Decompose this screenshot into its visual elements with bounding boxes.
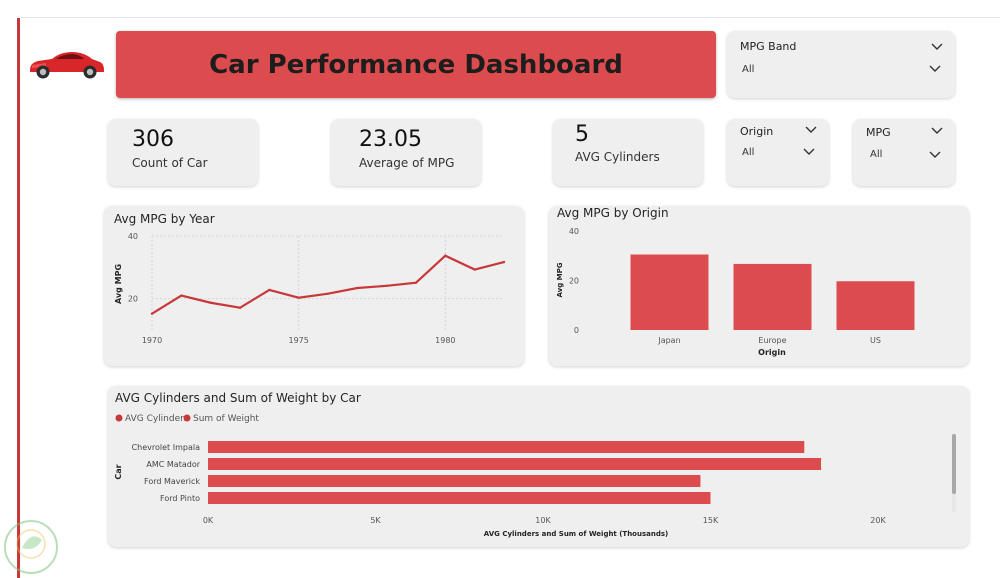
legend-item-avg-cylinders[interactable]: AVG Cylinders xyxy=(125,414,189,424)
chart-title: Avg MPG by Origin xyxy=(557,206,669,220)
kpi-card-count: 306 Count of Car xyxy=(108,119,258,186)
mpg-slicer[interactable]: MPG All xyxy=(853,119,955,186)
bar-ford-maverick[interactable] xyxy=(208,475,701,487)
legend-item-sum-of-weight[interactable]: Sum of Weight xyxy=(193,414,259,424)
vertical-scrollbar-thumb[interactable] xyxy=(952,434,956,494)
line-point xyxy=(473,268,476,271)
line-chart-svg: 20 40 1970 1975 1980 Avg MPG xyxy=(114,232,506,345)
dashboard-title-banner: Car Performance Dashboard xyxy=(116,31,716,98)
x-tick-label: 10K xyxy=(535,516,551,525)
mpg-band-slicer[interactable]: MPG Band All xyxy=(727,31,955,98)
bar-ford-pinto[interactable] xyxy=(208,492,711,504)
x-tick-label: 1970 xyxy=(142,336,162,345)
chevron-down-icon[interactable] xyxy=(928,63,942,73)
kpi-label: Average of MPG xyxy=(359,156,455,170)
cylinders-weight-by-car-chart: AVG Cylinders and Sum of Weight by Car A… xyxy=(108,386,969,547)
y-axis-label: Avg MPG xyxy=(556,262,564,297)
kpi-label: AVG Cylinders xyxy=(575,150,660,164)
chart-legend[interactable]: AVG Cylinders Sum of Weight xyxy=(115,414,260,424)
x-axis-label: AVG Cylinders and Sum of Weight (Thousan… xyxy=(484,530,668,538)
category-label: AMC Matador xyxy=(146,460,200,469)
y-tick-label: 40 xyxy=(128,232,138,241)
mpg-dropdown-value[interactable]: All xyxy=(870,149,883,160)
kpi-value: 5 xyxy=(575,122,589,147)
mpg-band-slicer-title: MPG Band xyxy=(740,40,797,53)
kpi-value: 23.05 xyxy=(359,127,422,152)
mpg-line-series xyxy=(151,254,505,315)
chevron-down-icon[interactable] xyxy=(804,124,818,134)
watermark-logo-icon xyxy=(4,520,58,574)
x-axis-label: Origin xyxy=(758,348,786,357)
line-point xyxy=(268,288,271,292)
origin-dropdown-value[interactable]: All xyxy=(742,147,755,158)
bar-japan[interactable] xyxy=(630,254,709,330)
x-tick-label: US xyxy=(870,336,881,345)
origin-slicer[interactable]: Origin All xyxy=(727,119,829,186)
chevron-down-icon[interactable] xyxy=(930,125,944,135)
x-tick-label: 1980 xyxy=(435,336,455,345)
page-title: Car Performance Dashboard xyxy=(209,49,623,80)
chevron-down-icon[interactable] xyxy=(928,149,942,159)
x-tick-label: Japan xyxy=(657,336,680,345)
line-point xyxy=(297,296,300,299)
bar-amc-matador[interactable] xyxy=(208,458,822,470)
bar-chevrolet-impala[interactable] xyxy=(208,441,805,453)
x-tick-label: 1975 xyxy=(288,336,308,345)
x-tick-label: 5K xyxy=(370,516,381,525)
bar-europe[interactable] xyxy=(733,263,812,330)
y-tick-label: 20 xyxy=(569,277,579,286)
chart-title: Avg MPG by Year xyxy=(114,212,215,226)
category-label: Ford Maverick xyxy=(144,477,200,486)
left-accent-bar xyxy=(17,18,20,578)
y-tick-label: 20 xyxy=(128,295,138,304)
kpi-label: Count of Car xyxy=(132,156,208,170)
mpg-band-dropdown-value[interactable]: All xyxy=(742,64,755,75)
y-axis-label: Car xyxy=(114,464,123,479)
chart-title: AVG Cylinders and Sum of Weight by Car xyxy=(115,391,361,405)
hbar-chart-svg: AVG Cylinders Sum of Weight Chevrolet Im… xyxy=(114,414,956,538)
legend-marker xyxy=(183,414,191,422)
y-axis-label: Avg MPG xyxy=(114,264,123,304)
x-tick-label: 15K xyxy=(703,516,719,525)
line-point xyxy=(356,286,359,290)
origin-bar-chart-svg: 0 20 40 Japan Europe US Avg MPG Origin xyxy=(556,227,915,357)
line-point xyxy=(238,306,242,309)
line-point xyxy=(385,284,388,288)
line-point xyxy=(150,312,154,315)
line-point xyxy=(444,254,447,257)
top-divider xyxy=(20,17,1000,18)
avg-mpg-by-year-chart: Avg MPG by Year 20 40 1970 1975 1980 Avg MP… xyxy=(104,206,524,366)
line-point xyxy=(180,294,183,297)
y-tick-label: 40 xyxy=(569,227,579,236)
origin-slicer-title: Origin xyxy=(740,125,774,138)
kpi-value: 306 xyxy=(132,127,174,152)
mpg-slicer-title: MPG xyxy=(866,126,891,139)
y-tick-label: 0 xyxy=(574,326,579,335)
line-point xyxy=(502,260,506,264)
x-tick-label: 20K xyxy=(870,516,886,525)
category-label: Ford Pinto xyxy=(160,494,200,503)
kpi-card-avg-cylinders: 5 AVG Cylinders xyxy=(553,119,703,186)
avg-mpg-by-origin-chart: Avg MPG by Origin 0 20 40 Japan Europe US Av… xyxy=(549,206,969,366)
red-car-icon xyxy=(30,52,104,79)
chevron-down-icon[interactable] xyxy=(930,41,944,51)
bar-us[interactable] xyxy=(836,281,915,330)
x-tick-label: 0K xyxy=(203,516,214,525)
kpi-card-avg-mpg: 23.05 Average of MPG xyxy=(331,119,481,186)
chevron-down-icon[interactable] xyxy=(802,146,816,156)
line-point xyxy=(209,301,212,304)
line-point xyxy=(414,281,418,284)
legend-marker xyxy=(115,414,123,422)
x-tick-label: Europe xyxy=(758,336,786,345)
line-point xyxy=(326,292,330,295)
category-label: Chevrolet Impala xyxy=(132,443,201,452)
